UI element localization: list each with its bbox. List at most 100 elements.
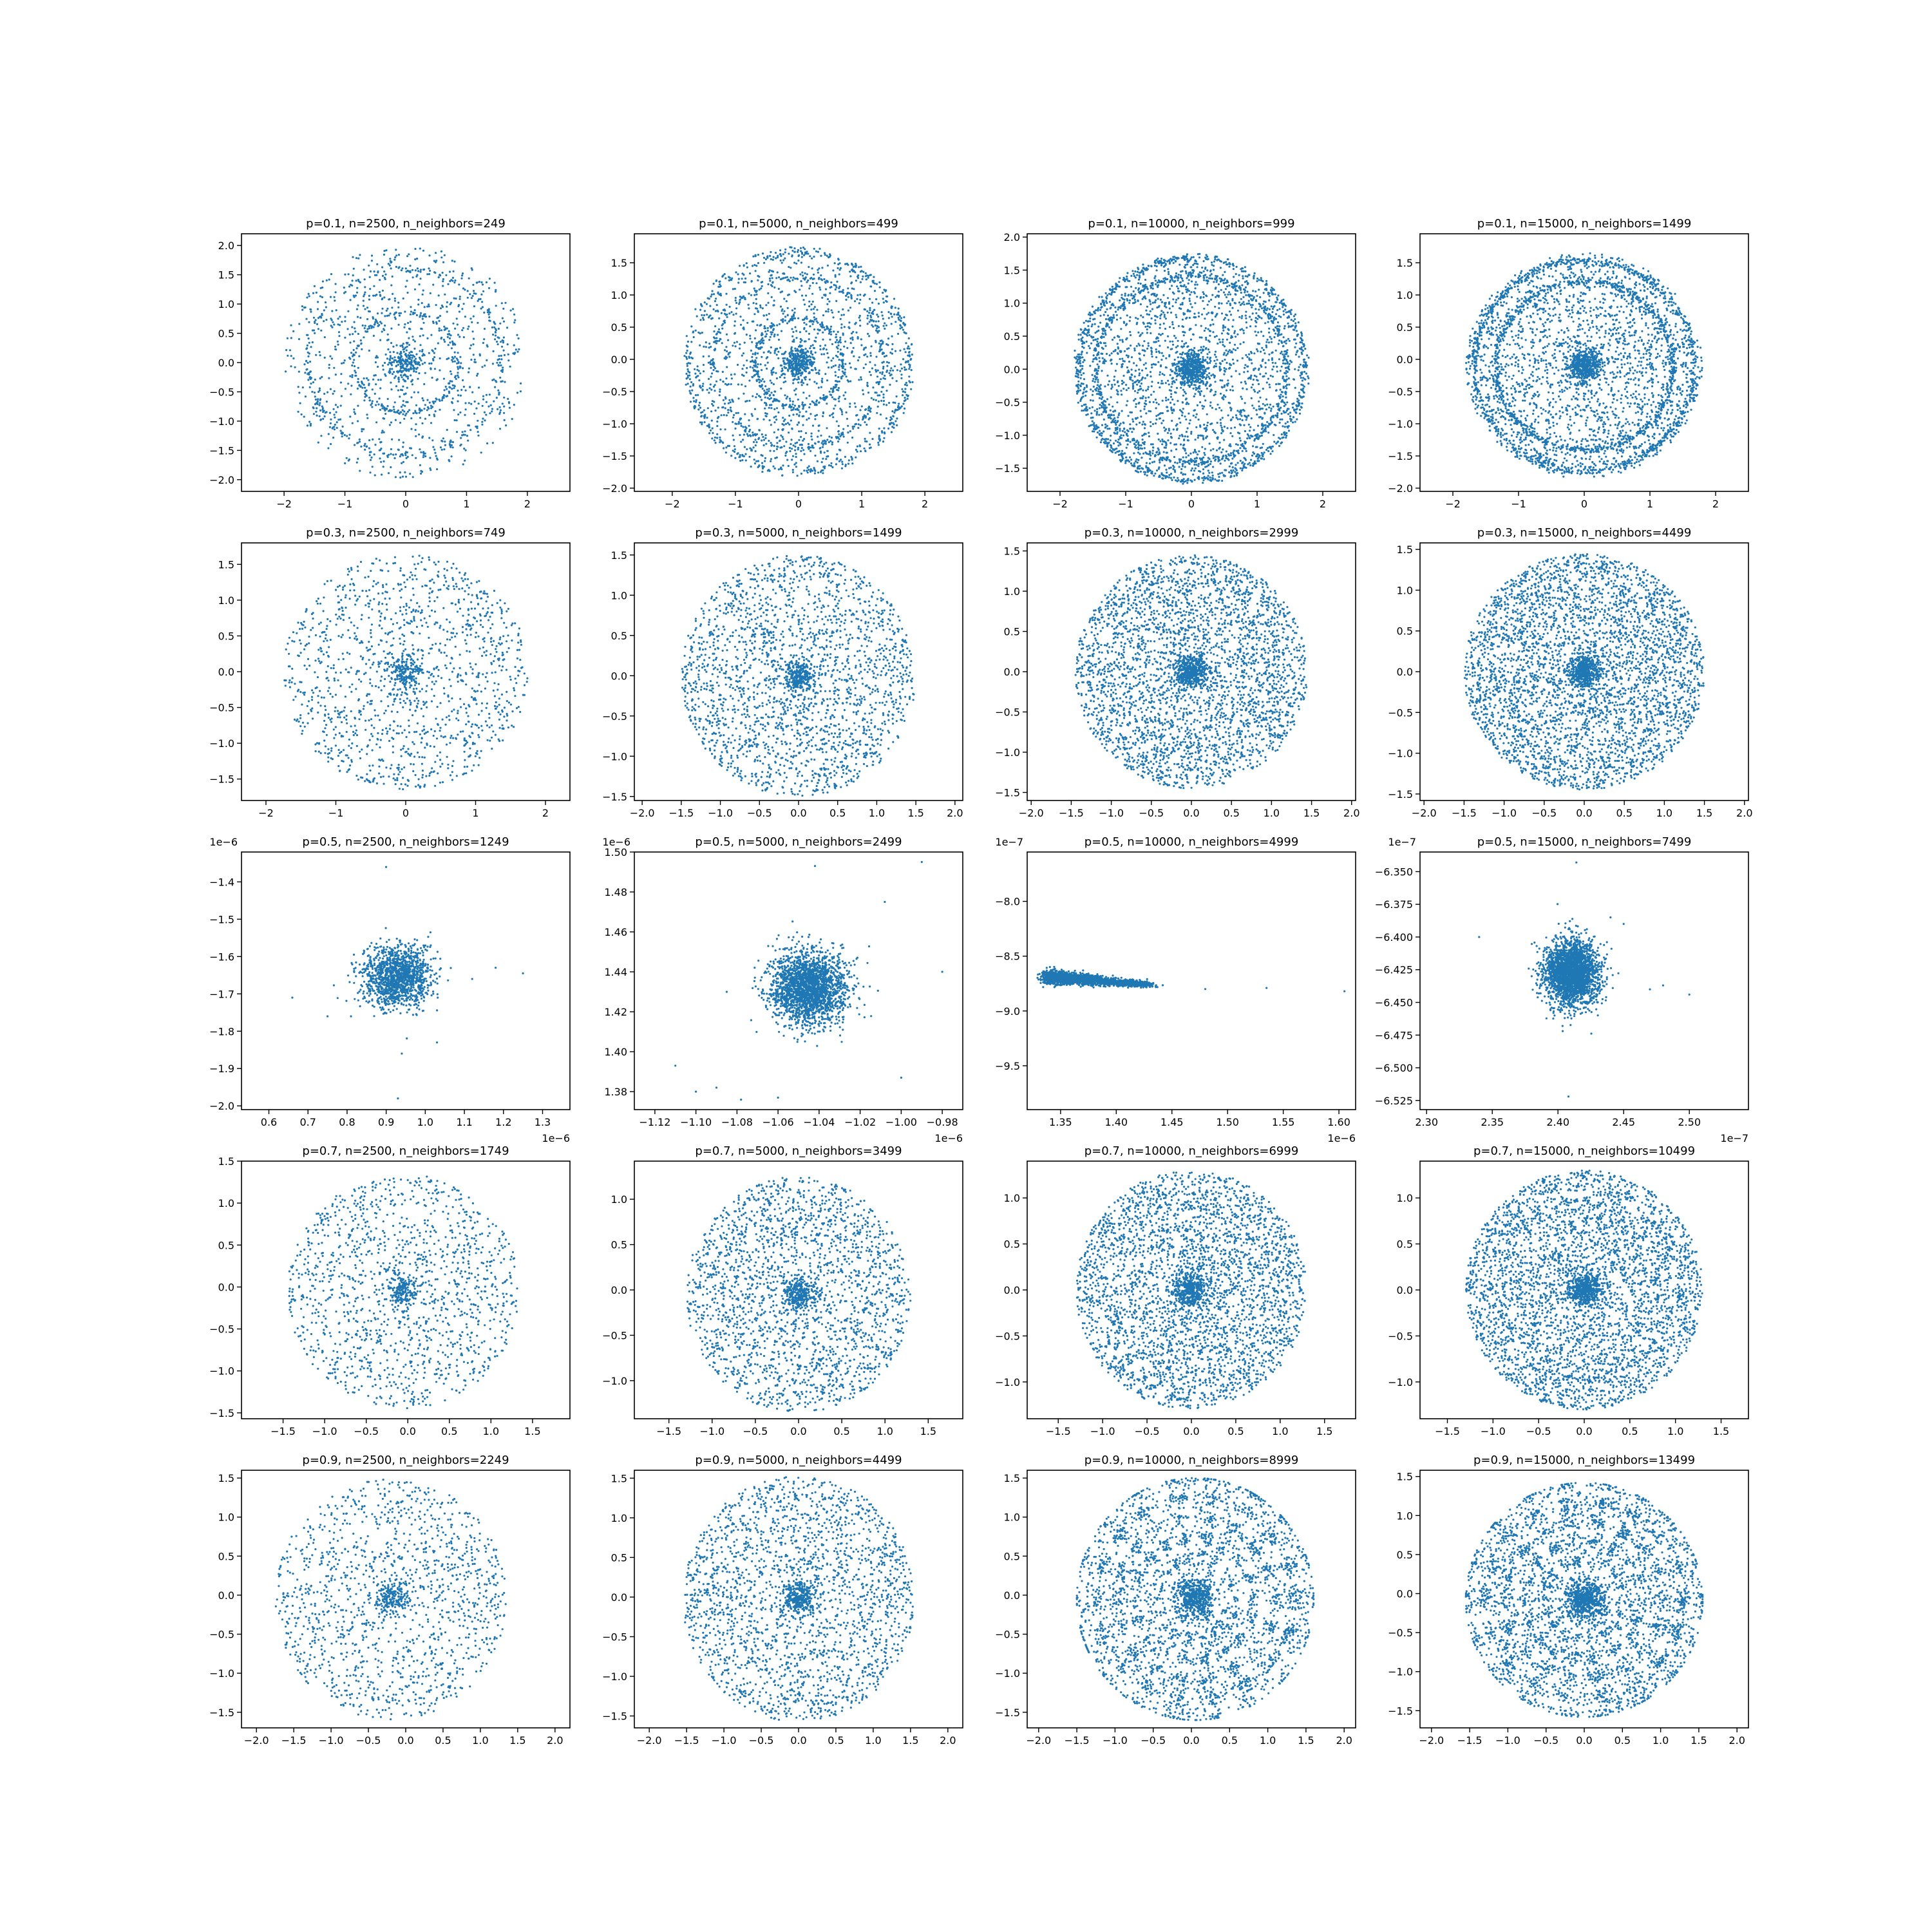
y-tick-label: −1.5 — [602, 1710, 627, 1723]
scatter-point — [1464, 553, 1705, 791]
y-tick-label: −0.5 — [995, 1330, 1020, 1342]
y-tick-label: −1.0 — [1388, 1666, 1413, 1678]
subplot-4: p=0.1, n=15000, n_neighbors=1499 −2 −1 0 1 2 −… — [1388, 217, 1749, 510]
axes-frame — [1419, 851, 1749, 1110]
x-tick-label: −0.5 — [747, 807, 772, 819]
x-tick-label: −1 — [328, 807, 344, 819]
y-tick-label: −1.5 — [602, 450, 627, 462]
x-tick-label: 1.5 — [1303, 807, 1320, 819]
x-tick-label: −0.5 — [1141, 1734, 1166, 1747]
y-tick-label: 0.5 — [611, 630, 627, 642]
y-tick-label: 0.5 — [1004, 330, 1020, 343]
x-tick-label: −1.5 — [1046, 1425, 1071, 1437]
y-tick-label: −1.5 — [209, 913, 234, 925]
scatter-point — [1036, 965, 1346, 992]
y-tick-label: 0.5 — [218, 328, 234, 340]
x-tick-label: 1.60 — [1327, 1116, 1350, 1128]
y-tick-label: 1.42 — [604, 1006, 627, 1018]
y-tick-label: 0.0 — [218, 1281, 234, 1293]
scatter-points — [1465, 252, 1703, 478]
x-tick-label: 0.5 — [1622, 1425, 1638, 1437]
y-tick-label: 0.0 — [1397, 354, 1413, 366]
x-tick-label: −1.0 — [712, 1734, 737, 1747]
x-tick-label: −1.04 — [803, 1116, 835, 1128]
x-tick-label: 1.5 — [1690, 1734, 1707, 1747]
x-tick-label: 0.9 — [378, 1116, 394, 1128]
x-tick-label: 2.0 — [1343, 807, 1359, 819]
x-tick-label: 1 — [463, 498, 469, 510]
scatter-point — [1465, 252, 1703, 478]
y-tick-label: 0.5 — [1004, 1238, 1020, 1251]
y-tick-label: −1.5 — [209, 444, 234, 457]
x-tick-label: 1.45 — [1160, 1116, 1184, 1128]
y-tick-label: 1.5 — [611, 1472, 627, 1484]
x-tick-label: 2 — [542, 807, 549, 819]
x-tick-label: 0.5 — [828, 1734, 844, 1747]
subplot-title: p=0.7, n=10000, n_neighbors=6999 — [1084, 1144, 1299, 1158]
y-tick-label: 1.5 — [218, 269, 234, 281]
subplot-6: p=0.3, n=5000, n_neighbors=1499−2.0 −1.5−… — [602, 526, 963, 819]
y-tick-label: −1.0 — [995, 430, 1020, 442]
y-tick-label: −1.0 — [209, 1365, 234, 1378]
x-tick-label: −1.0 — [1481, 1425, 1506, 1437]
y-tick-label: −6.450 — [1375, 997, 1413, 1009]
y-tick-label: −1.0 — [995, 1667, 1020, 1680]
x-tick-label: −0.5 — [356, 1734, 381, 1747]
y-tick-label: −1.5 — [209, 773, 234, 786]
y-tick-label: 2.0 — [218, 240, 234, 252]
x-tick-label: 0.0 — [1576, 807, 1592, 819]
y-tick-label: 1.5 — [1004, 545, 1020, 558]
x-tick-label: −1.00 — [886, 1116, 917, 1128]
x-tick-label: 0.0 — [1183, 807, 1199, 819]
y-tick-label: −1.8 — [209, 1025, 234, 1037]
x-tick-label: −1.0 — [1099, 807, 1124, 819]
scatter-point — [288, 1175, 518, 1410]
y-tick-label: −1.0 — [1388, 418, 1413, 430]
x-tick-label: 1 — [858, 498, 865, 510]
subplot-title: p=0.5, n=10000, n_neighbors=4999 — [1084, 835, 1299, 849]
scatter-points — [1036, 965, 1346, 992]
scatter-point — [283, 554, 529, 791]
x-tick-label: 1 — [472, 807, 478, 819]
x-tick-label: 1.0 — [1656, 807, 1672, 819]
x-tick-label: −0.5 — [1135, 1425, 1160, 1437]
y-tick-label: 1.44 — [604, 966, 627, 978]
y-tick-label: 1.0 — [611, 589, 627, 601]
subplot-title: p=0.7, n=2500, n_neighbors=1749 — [302, 1144, 509, 1158]
scatter-points — [285, 247, 522, 479]
x-tick-label: 1.5 — [1316, 1425, 1332, 1437]
scatter-points — [1464, 553, 1705, 791]
x-tick-label: −2.0 — [1412, 807, 1437, 819]
x-tick-label: −1.06 — [762, 1116, 794, 1128]
x-tick-label: −1.0 — [699, 1425, 724, 1437]
x-tick-label: 0.0 — [1576, 1734, 1592, 1747]
y-tick-label: −6.350 — [1375, 866, 1413, 878]
x-tick-label: 0.5 — [1616, 807, 1632, 819]
scatter-points — [1074, 554, 1308, 790]
x-tick-label: 2.50 — [1678, 1116, 1701, 1128]
y-tick-label: −0.5 — [209, 1629, 234, 1641]
x-tick-label: 1.0 — [1272, 1425, 1288, 1437]
y-tick-label: 0.5 — [218, 1550, 234, 1562]
x-tick-label: 1.5 — [907, 807, 923, 819]
y-tick-label: 0.0 — [1004, 666, 1020, 678]
x-tick-label: 2.0 — [547, 1734, 563, 1747]
x-tick-label: 2.45 — [1612, 1116, 1635, 1128]
y-tick-label: −0.5 — [1388, 706, 1413, 719]
scatter-points — [1464, 1170, 1703, 1411]
x-tick-label: 1.0 — [417, 1116, 433, 1128]
y-tick-label: 1.0 — [218, 298, 234, 310]
x-tick-label: −0.5 — [749, 1734, 774, 1747]
y-tick-label: −0.5 — [209, 386, 234, 398]
x-tick-label: 1.1 — [456, 1116, 472, 1128]
y-tick-label: −0.5 — [209, 702, 234, 714]
x-tick-label: 2.40 — [1546, 1116, 1569, 1128]
y-tick-label: 1.5 — [611, 549, 627, 562]
x-tick-label: −1.5 — [1452, 807, 1477, 819]
x-tick-label: 0.0 — [397, 1734, 413, 1747]
subplot-title: p=0.9, n=10000, n_neighbors=8999 — [1084, 1454, 1299, 1467]
y-tick-label: −1.5 — [995, 1707, 1020, 1719]
x-tick-label: −2 — [276, 498, 292, 510]
subplot-20: p=0.9, n=15000, n_neighbors=13499 −2.0 −1.… — [1388, 1454, 1749, 1747]
